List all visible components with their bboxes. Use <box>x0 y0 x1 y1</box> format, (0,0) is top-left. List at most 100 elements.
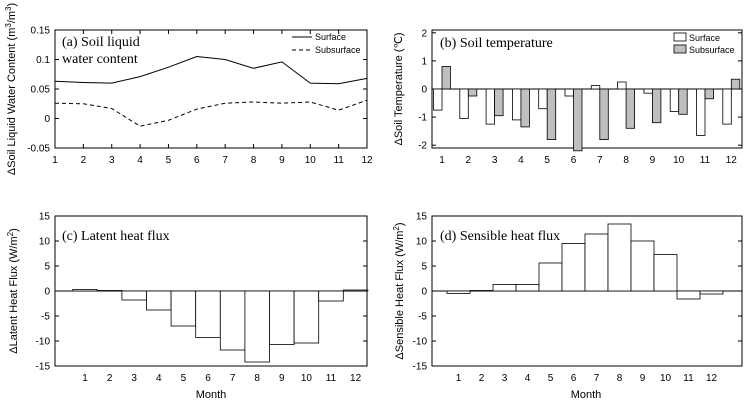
x-tick-label: 5 <box>166 155 172 166</box>
bar <box>730 78 741 90</box>
x-tick-label: 6 <box>571 373 577 384</box>
bar <box>599 88 609 140</box>
x-tick-label: 4 <box>137 155 143 166</box>
ylabel-part: ) <box>6 3 18 7</box>
bar <box>520 88 530 128</box>
x-tick-label: 10 <box>301 373 313 384</box>
y-tick-label: 15 <box>416 212 428 223</box>
x-tick-label: 10 <box>673 155 685 166</box>
bar <box>607 223 632 292</box>
bar <box>441 66 451 90</box>
x-tick-label: 5 <box>548 373 554 384</box>
bar <box>494 88 504 117</box>
y-tick-label: -5 <box>418 312 427 323</box>
x-tick-label: 5 <box>181 373 187 384</box>
x-tick-label: 8 <box>617 373 623 384</box>
panel-title: (d) Sensible heat flux <box>440 229 560 244</box>
y-tick-label: -10 <box>413 337 428 348</box>
bar <box>515 284 540 292</box>
x-tick-label: 3 <box>492 155 498 166</box>
ylabel-superscript: 3 <box>4 6 13 11</box>
bar <box>538 88 548 110</box>
bar <box>467 88 478 97</box>
x-tick-label: 8 <box>623 155 629 166</box>
bar <box>512 88 522 121</box>
x-tick-label: 11 <box>326 373 337 384</box>
legend-label: Subsurface <box>689 45 735 55</box>
bar <box>573 88 583 152</box>
y-tick-label: 10 <box>39 237 51 248</box>
y-tick-label: 0.15 <box>31 26 51 37</box>
bar <box>492 284 517 292</box>
x-tick-label: 10 <box>305 155 317 166</box>
ylabel-part: ΔLatent Heat Flux (W/m <box>8 236 20 353</box>
y-tick-label: 0 <box>421 287 427 298</box>
x-tick-label: 1 <box>82 373 88 384</box>
bar <box>625 88 635 129</box>
x-tick-label: 1 <box>456 373 462 384</box>
bar <box>584 233 609 292</box>
y-tick-label: -2 <box>418 141 427 152</box>
x-tick-label: 2 <box>81 155 87 166</box>
y-tick-label: 0.05 <box>31 85 51 96</box>
x-tick-label: 10 <box>660 373 672 384</box>
bar <box>269 290 295 345</box>
legend-label: Surface <box>315 32 346 42</box>
x-axis-label: Month <box>196 389 227 401</box>
y-tick-label: -5 <box>41 312 50 323</box>
bar <box>446 290 471 294</box>
bar <box>121 290 147 301</box>
bar <box>244 290 270 363</box>
x-tick-label: 4 <box>518 155 524 166</box>
bar <box>722 88 732 125</box>
x-tick-label: 7 <box>222 155 228 166</box>
y-tick-label: 0.1 <box>36 55 50 66</box>
y-tick-label: -10 <box>36 337 51 348</box>
x-tick-label: 4 <box>156 373 162 384</box>
bar <box>590 85 601 90</box>
y-tick-label: 15 <box>39 212 51 223</box>
y-tick-label: -0.05 <box>27 144 50 155</box>
x-tick-label: 1 <box>439 155 445 166</box>
bar <box>653 254 678 292</box>
bar <box>459 88 469 119</box>
series-line-subsurface <box>54 99 368 127</box>
x-tick-label: 7 <box>597 155 603 166</box>
x-tick-label: 9 <box>640 373 646 384</box>
bar <box>342 289 369 292</box>
x-tick-label: 11 <box>700 155 711 166</box>
bar <box>72 289 98 292</box>
bar <box>293 290 320 344</box>
x-tick-label: 8 <box>251 155 257 166</box>
y-tick-label: 10 <box>416 237 428 248</box>
series-line-surface <box>54 55 368 85</box>
x-tick-label: 11 <box>683 373 694 384</box>
bar <box>676 290 701 300</box>
y-tick-label: 5 <box>44 262 50 273</box>
bar <box>170 290 197 327</box>
y-axis-label: ΔSoil Temperature (℃) <box>393 32 405 145</box>
bar <box>538 262 563 292</box>
x-tick-label: 12 <box>350 373 362 384</box>
bar <box>469 290 494 292</box>
y-axis-label: ΔLatent Heat Flux (W/m2) <box>6 228 20 354</box>
y-tick-label: 5 <box>421 262 427 273</box>
x-tick-label: 3 <box>131 373 137 384</box>
bar <box>696 88 706 136</box>
x-tick-label: 9 <box>279 155 285 166</box>
bar <box>643 88 653 94</box>
bar <box>630 240 655 292</box>
bar <box>669 88 680 112</box>
x-tick-label: 2 <box>479 373 485 384</box>
x-tick-label: 6 <box>205 373 211 384</box>
x-axis-label: Month <box>571 389 602 401</box>
x-tick-label: 7 <box>230 373 236 384</box>
ylabel-part: ΔSensible Heat Flux (W/m <box>394 231 406 360</box>
bar <box>96 290 123 292</box>
bar <box>146 290 172 311</box>
bar <box>195 290 221 338</box>
bar <box>433 88 443 111</box>
ylabel-part: ) <box>8 228 20 232</box>
